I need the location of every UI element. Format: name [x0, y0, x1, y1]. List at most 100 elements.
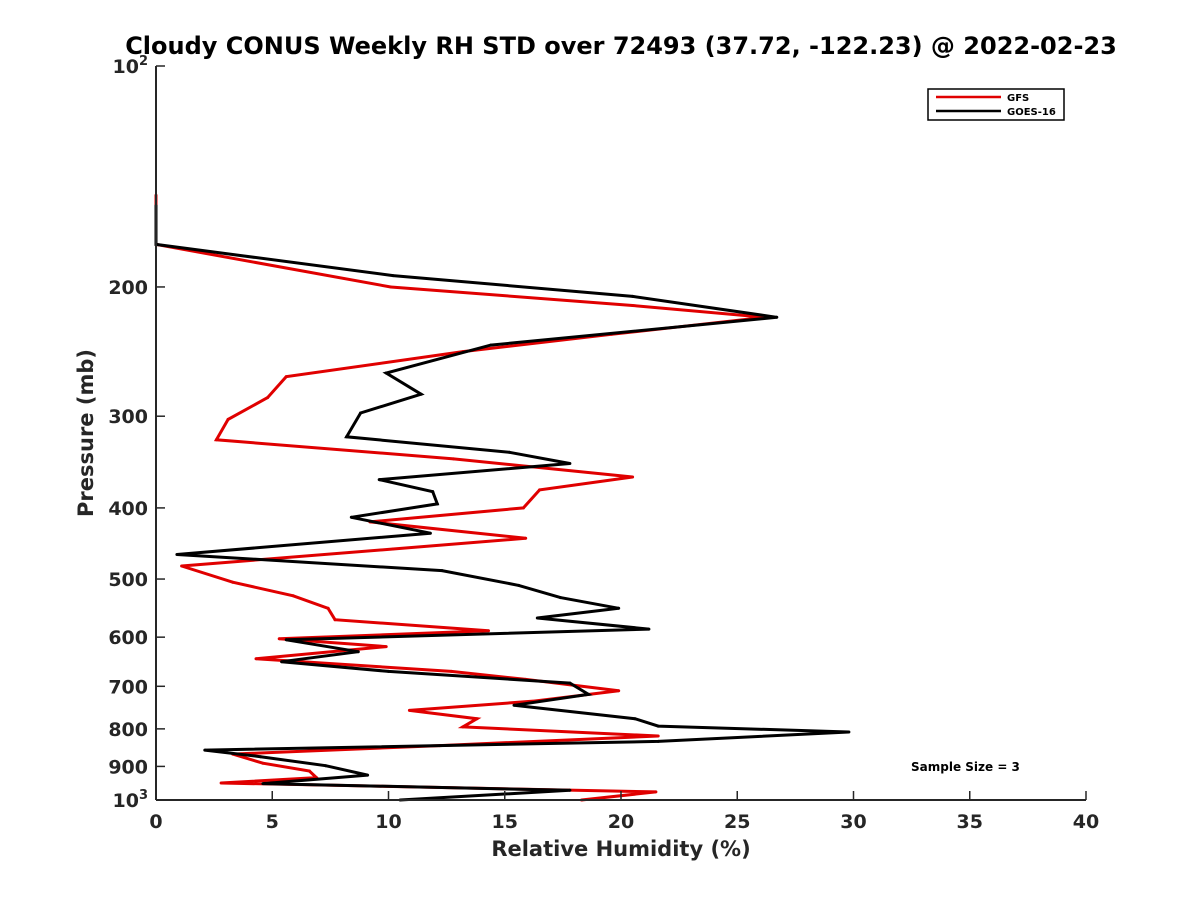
series-point	[568, 681, 572, 685]
series-point	[617, 606, 621, 610]
series-point	[428, 531, 432, 535]
series-point	[277, 637, 281, 641]
x-ticks: 0 5 10 15 20 25 30 35 40	[149, 791, 1099, 833]
series-point	[384, 645, 388, 649]
series-point	[452, 457, 456, 461]
series-point	[775, 315, 779, 319]
x-tick-label: 30	[840, 811, 866, 833]
axes: 0 5 10 15 20 25 30 35 40 102 200 300 400 500 600 700 80…	[108, 54, 1099, 833]
series-point	[449, 669, 453, 673]
x-tick-label: 5	[266, 811, 279, 833]
series-point	[431, 490, 435, 494]
y-ticks: 102 200 300 400 500 600 700 800 900 103	[108, 54, 165, 812]
series-point	[631, 475, 635, 479]
series-point	[214, 438, 218, 442]
legend-label-gfs: GFS	[1007, 93, 1029, 104]
series-point	[284, 375, 288, 379]
series-point	[461, 725, 465, 729]
series-point	[435, 502, 439, 506]
series-point	[226, 417, 230, 421]
series-point	[475, 717, 479, 721]
y-tick-label: 300	[108, 406, 148, 428]
series-point	[489, 343, 493, 347]
series-point	[524, 536, 528, 540]
series-point	[384, 371, 388, 375]
series-point	[389, 285, 393, 289]
series-point	[349, 515, 353, 519]
sample-size-annotation: Sample Size = 3	[911, 760, 1020, 774]
x-axis-label: Relative Humidity (%)	[491, 837, 750, 861]
series-point	[231, 580, 235, 584]
y-tick-label: 900	[108, 756, 148, 778]
series-point	[391, 274, 395, 278]
series-point	[538, 488, 542, 492]
series-point	[366, 773, 370, 777]
series-point	[656, 724, 660, 728]
x-tick-label: 20	[608, 811, 634, 833]
x-tick-label: 10	[375, 811, 401, 833]
y-tick-label: 500	[108, 569, 148, 591]
x-tick-label: 25	[724, 811, 750, 833]
series-point	[617, 689, 621, 693]
series-point	[512, 703, 516, 707]
series-point	[656, 734, 660, 738]
series-point	[259, 755, 263, 759]
series-point	[847, 730, 851, 734]
y-tick-label: 200	[108, 277, 148, 299]
series-point	[631, 294, 635, 298]
series-point	[535, 616, 539, 620]
legend-label-goes16: GOES-16	[1007, 107, 1056, 118]
series-point	[656, 739, 660, 743]
series-layer	[154, 193, 851, 802]
y-tick-label: 103	[113, 788, 149, 812]
series-point	[254, 657, 258, 661]
legend: GFS GOES-16	[927, 88, 1065, 121]
y-tick-label: 700	[108, 676, 148, 698]
series-point	[280, 660, 284, 664]
series-point	[326, 606, 330, 610]
series-point	[324, 764, 328, 768]
series-point	[180, 564, 184, 568]
series-point	[387, 669, 390, 673]
series-point	[345, 435, 349, 439]
series-point	[261, 782, 265, 786]
y-tick-label: 400	[108, 498, 148, 520]
series-point	[356, 650, 360, 654]
x-tick-label: 15	[492, 811, 518, 833]
chart-title: Cloudy CONUS Weekly RH STD over 72493 (3…	[125, 32, 1117, 60]
series-point	[633, 717, 637, 721]
x-tick-label: 0	[149, 811, 162, 833]
series-point	[284, 638, 288, 642]
series-line-goes16	[154, 205, 849, 802]
x-tick-label: 35	[957, 811, 983, 833]
y-tick-label: 800	[108, 719, 148, 741]
series-point	[359, 411, 363, 415]
series-point	[219, 781, 223, 785]
y-tick-label: 102	[113, 54, 149, 78]
series-point	[407, 708, 411, 712]
series-point	[517, 583, 521, 587]
series-point	[291, 594, 295, 598]
series-point	[261, 761, 265, 765]
x-tick-label: 40	[1073, 811, 1099, 833]
series-point	[419, 392, 423, 396]
legend-box	[927, 88, 1065, 121]
series-point	[568, 788, 572, 792]
y-tick-label: 600	[108, 627, 148, 649]
series-line-gfs	[154, 195, 766, 802]
series-point	[631, 304, 635, 307]
series-point	[654, 790, 658, 794]
series-point	[333, 618, 337, 622]
series-point	[507, 450, 511, 454]
series-point	[487, 629, 490, 633]
series-point	[377, 478, 381, 482]
series-point	[175, 553, 179, 556]
series-point	[568, 462, 572, 465]
series-point	[391, 547, 395, 551]
series-point	[307, 769, 311, 773]
series-point	[266, 396, 270, 400]
series-point	[647, 627, 651, 631]
series-point	[587, 692, 590, 696]
series-point	[559, 596, 562, 600]
